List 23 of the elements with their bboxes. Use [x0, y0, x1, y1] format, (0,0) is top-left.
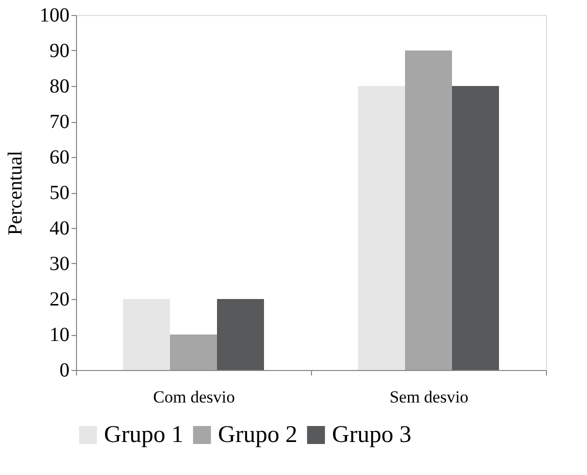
y-tick-label: 30: [50, 253, 70, 275]
bar: [358, 86, 405, 370]
y-tick-label: 20: [50, 288, 70, 310]
legend-label: Grupo 1: [104, 422, 184, 448]
y-axis-title: Percentual: [4, 150, 26, 236]
bar: [405, 50, 452, 370]
bar: [452, 86, 499, 370]
y-tick-label: 0: [60, 360, 70, 382]
y-tick-label: 100: [40, 4, 70, 26]
y-tick-label: 50: [50, 182, 70, 204]
x-tick-label: Com desvio: [153, 388, 235, 406]
bar: [217, 299, 264, 370]
y-tick-label: 70: [50, 111, 70, 133]
x-tick-label: Sem desvio: [390, 388, 468, 406]
bar: [123, 299, 170, 370]
legend-label: Grupo 2: [218, 422, 298, 448]
y-tick-label: 90: [50, 40, 70, 62]
y-tick-label: 40: [50, 218, 70, 240]
y-tick-label: 10: [50, 324, 70, 346]
bar: [170, 334, 217, 370]
y-tick-label: 60: [50, 146, 70, 168]
legend-label: Grupo 3: [332, 422, 412, 448]
y-tick-label: 80: [50, 76, 70, 98]
